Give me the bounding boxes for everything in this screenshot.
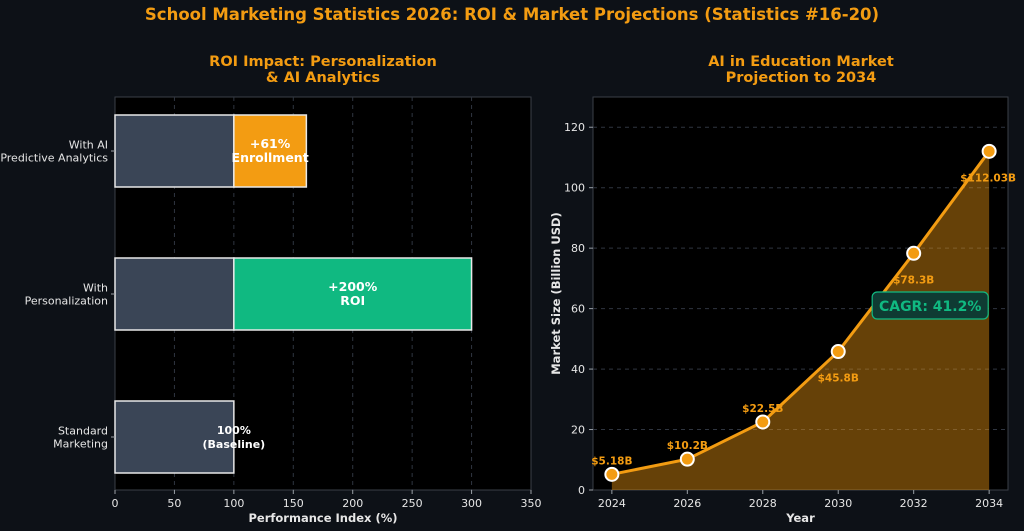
data-label: $22.5B bbox=[742, 403, 783, 415]
left-x-tick-label: 250 bbox=[402, 497, 423, 510]
left-plot-area: 0 50 100 150 200 250 300 350 Performance Index (… bbox=[0, 96, 542, 525]
data-point bbox=[679, 451, 695, 467]
category-label: With AI Predictive Analytics bbox=[0, 139, 108, 165]
right-x-tick-label: 2034 bbox=[975, 497, 1003, 510]
category-label: Standard Marketing bbox=[53, 425, 108, 451]
right-y-axis-label: Market Size (Billion USD) bbox=[549, 212, 563, 375]
left-x-tick-label: 300 bbox=[461, 497, 482, 510]
right-x-tick-label: 2024 bbox=[598, 497, 626, 510]
data-label: $112.03B bbox=[960, 172, 1016, 184]
right-x-tick-label: 2026 bbox=[673, 497, 701, 510]
right-y-tick-label: 80 bbox=[571, 242, 585, 255]
bar-annotation: +61% Enrollment bbox=[232, 136, 309, 165]
data-label: $10.2B bbox=[667, 440, 708, 452]
data-point bbox=[604, 466, 620, 482]
bar-annotation: 100% (Baseline) bbox=[203, 424, 266, 451]
page-title: School Marketing Statistics 2026: ROI & … bbox=[144, 5, 880, 24]
left-x-tick-label: 200 bbox=[342, 497, 363, 510]
data-label: $45.8B bbox=[818, 373, 859, 385]
data-point bbox=[906, 245, 922, 261]
left-x-tick-label: 350 bbox=[521, 497, 542, 510]
left-x-tick-label: 0 bbox=[112, 497, 119, 510]
right-x-tick-label: 2032 bbox=[900, 497, 928, 510]
bar-annotation: +200% ROI bbox=[328, 279, 378, 308]
data-label: $78.3B bbox=[893, 274, 934, 286]
data-point bbox=[830, 344, 846, 360]
bar-baseline bbox=[114, 114, 235, 188]
left-chart-title: ROI Impact: Personalization & AI Analytic… bbox=[209, 54, 437, 86]
left-x-axis-label: Performance Index (%) bbox=[249, 511, 398, 525]
right-y-tick-label: 100 bbox=[564, 182, 585, 195]
right-y-tick-label: 60 bbox=[571, 303, 585, 316]
category-label: With Personalization bbox=[25, 282, 108, 308]
right-y-tick-label: 40 bbox=[571, 363, 585, 376]
data-label: $5.18B bbox=[591, 455, 632, 467]
right-y-tick-label: 120 bbox=[564, 121, 585, 134]
right-x-axis-label: Year bbox=[785, 511, 815, 525]
right-y-tick-label: 20 bbox=[571, 424, 585, 437]
bar-baseline bbox=[114, 257, 235, 331]
bar-increment bbox=[233, 257, 473, 331]
right-plot-area: 0 20 40 60 80 100 120 2024 2026 2028 2030 2032 2034 Y… bbox=[549, 96, 1016, 525]
right-chart-title: AI in Education Market Projection to 2034 bbox=[708, 54, 894, 86]
right-x-tick-label: 2030 bbox=[824, 497, 852, 510]
bar-baseline bbox=[114, 400, 235, 474]
bar-increment bbox=[233, 114, 308, 188]
left-x-tick-label: 100 bbox=[223, 497, 244, 510]
left-x-tick-label: 50 bbox=[167, 497, 181, 510]
cagr-annotation: CAGR: 41.2% bbox=[879, 299, 981, 315]
right-y-tick-label: 0 bbox=[578, 484, 585, 497]
cagr-annotation-box bbox=[871, 291, 989, 320]
series-line bbox=[611, 150, 991, 476]
right-x-tick-label: 2028 bbox=[749, 497, 777, 510]
data-point bbox=[755, 414, 771, 430]
data-point bbox=[981, 143, 997, 159]
left-x-tick-label: 150 bbox=[283, 497, 304, 510]
area-fill bbox=[611, 151, 990, 490]
